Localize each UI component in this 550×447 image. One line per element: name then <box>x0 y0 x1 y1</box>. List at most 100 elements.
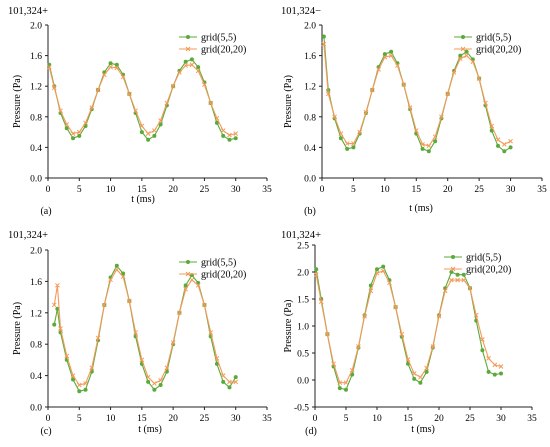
x-tick-label: 15 <box>412 185 422 195</box>
data-point <box>376 67 381 72</box>
x-tick-label: 25 <box>200 185 210 195</box>
data-point <box>152 381 157 386</box>
data-point <box>95 87 101 93</box>
y-tick-label: 2.0 <box>304 22 316 32</box>
data-point <box>51 302 57 308</box>
data-point <box>76 129 82 135</box>
data-point <box>388 53 394 58</box>
data-point <box>108 64 113 70</box>
series-line-1 <box>48 58 236 141</box>
x-axis-label: t (ms) <box>131 194 155 205</box>
data-point <box>108 277 113 283</box>
data-point <box>76 382 82 388</box>
x-tick-label: 30 <box>231 185 241 195</box>
legend-label: grid(20,20) <box>201 270 246 281</box>
data-point <box>83 381 88 386</box>
panel-label: (b) <box>304 206 316 217</box>
data-point <box>195 68 201 74</box>
data-point <box>331 361 336 367</box>
y-tick-label: 0.4 <box>30 144 42 154</box>
data-point <box>220 373 226 378</box>
legend-label: grid(5,5) <box>201 33 236 44</box>
data-point <box>492 372 497 377</box>
data-point <box>227 379 232 385</box>
y-axis-label: Pressure (Pa) <box>12 302 23 355</box>
series-line-1 <box>315 265 502 391</box>
data-point <box>114 267 120 272</box>
y-tick-label: 1.2 <box>30 83 42 93</box>
data-point <box>189 277 195 283</box>
y-tick-label: 1.5 <box>297 296 309 306</box>
chart-title: 101,324+ <box>8 230 48 241</box>
data-point <box>58 326 63 331</box>
y-tick-label: 0.4 <box>30 372 42 382</box>
y-tick-label: 1.2 <box>304 83 316 93</box>
data-point <box>325 91 331 97</box>
chart-panel-1: 0 5 10 15 20 25 30 35 0.0 0.4 0.8 1.2 1.6 2.0 101,324+… <box>8 6 272 217</box>
data-point <box>350 372 355 377</box>
legend-label: grid(20,20) <box>466 265 511 276</box>
x-tick-label: 20 <box>443 185 453 195</box>
data-point <box>233 375 238 380</box>
x-tick-label: 10 <box>106 185 116 195</box>
data-point <box>89 365 95 371</box>
data-point <box>101 72 107 78</box>
data-point <box>158 118 163 123</box>
y-axis-label: Pressure (Pa) <box>283 299 294 352</box>
series-line-1 <box>53 264 237 392</box>
x-tick-label: 35 <box>262 414 272 424</box>
data-point <box>461 277 467 283</box>
x-tick-label: 30 <box>231 414 241 424</box>
data-point <box>413 128 419 133</box>
data-point <box>338 131 344 136</box>
data-point <box>430 344 436 349</box>
data-point <box>55 282 60 288</box>
data-point <box>202 82 207 88</box>
x-tick-label: 0 <box>320 185 325 195</box>
y-axis-label: Pressure (Pa) <box>12 75 23 128</box>
x-tick-label: 15 <box>137 185 147 195</box>
x-tick-label: 10 <box>380 185 390 195</box>
data-point <box>445 91 451 97</box>
y-tick-label: 0.4 <box>304 144 316 154</box>
x-tick-label: 35 <box>527 414 537 424</box>
y-tick-label: 2.0 <box>30 22 42 32</box>
x-tick-label: 0 <box>46 414 51 424</box>
legend-label: grid(20,20) <box>476 45 521 56</box>
data-point <box>214 120 219 125</box>
data-point <box>395 63 400 68</box>
data-point <box>455 277 460 283</box>
legend-marker <box>185 271 191 277</box>
data-point <box>183 283 188 288</box>
y-axis-label: Pressure (Pa) <box>283 75 294 128</box>
data-point <box>489 128 494 133</box>
data-point <box>375 267 379 272</box>
x-tick-label: 20 <box>168 185 178 195</box>
data-point <box>189 62 195 68</box>
data-point <box>220 128 226 133</box>
data-point <box>114 65 120 71</box>
data-point <box>145 374 151 380</box>
x-axis-label: t (ms) <box>411 424 435 435</box>
legend-marker <box>451 255 455 259</box>
y-tick-label: 0.0 <box>30 404 42 414</box>
data-point <box>146 379 151 384</box>
data-point <box>196 65 201 70</box>
data-point <box>83 120 88 126</box>
x-tick-label: 25 <box>200 414 210 424</box>
data-point <box>318 299 324 305</box>
legend-label: grid(5,5) <box>466 253 501 264</box>
data-point <box>338 136 343 141</box>
data-point <box>202 302 207 308</box>
chart-panel-4: 0 5 10 15 20 25 30 35 -0.5 0.0 0.5 1.0 1.5 2.0 2.5101,… <box>281 230 537 437</box>
data-point <box>464 53 469 58</box>
data-point <box>442 288 448 294</box>
data-point <box>374 270 380 276</box>
x-tick-label: 15 <box>137 414 147 424</box>
y-tick-label: 2.5 <box>297 242 309 252</box>
data-point <box>407 105 413 110</box>
data-point <box>164 365 170 371</box>
y-tick-label: 0.8 <box>304 113 316 123</box>
legend-marker <box>460 46 466 52</box>
data-point <box>433 139 438 144</box>
